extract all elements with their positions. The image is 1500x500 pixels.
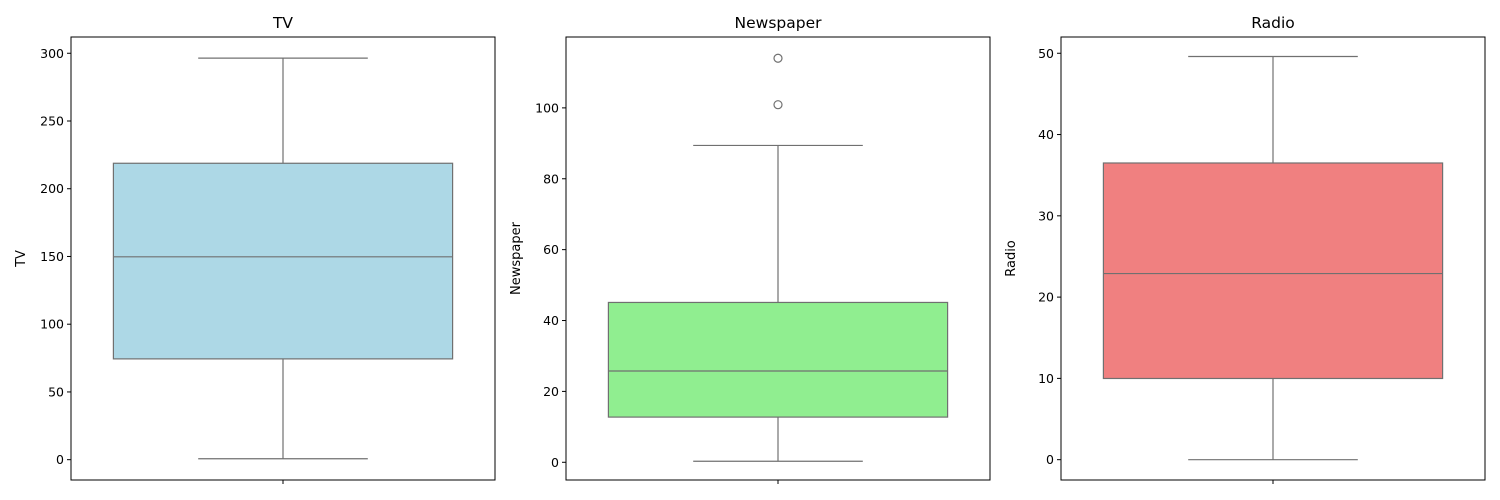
y-tick-label: 20 (543, 384, 559, 399)
y-tick-label: 40 (1038, 127, 1054, 142)
y-tick-label: 50 (1038, 46, 1054, 61)
panel-title: Radio (1251, 14, 1295, 32)
y-tick-label: 10 (1038, 371, 1054, 386)
outlier-point (773, 53, 783, 63)
y-tick-label: 0 (1046, 452, 1054, 467)
y-axis-title: TV (14, 250, 29, 268)
y-tick-label: 300 (40, 46, 64, 61)
panel-tv: 0 50 100 150 200 250 300 TV TV (14, 14, 496, 484)
y-tick-label: 30 (1038, 208, 1054, 223)
y-tick-label: 50 (48, 384, 64, 399)
y-tick-label: 100 (535, 100, 559, 115)
y-tick-label: 40 (543, 313, 559, 328)
y-tick-label: 200 (40, 181, 64, 196)
y-tick-label: 100 (40, 317, 64, 332)
panel-newspaper: 0 20 40 60 80 100 Newspaper Newspaper (509, 14, 991, 484)
y-axis-title: Radio (1004, 240, 1019, 277)
iqr-box (1102, 162, 1444, 380)
outlier-point (773, 100, 783, 110)
panel-title: Newspaper (735, 14, 823, 32)
y-tick-label: 250 (40, 113, 64, 128)
panel-title: TV (272, 14, 293, 32)
y-tick-label: 60 (543, 242, 559, 257)
y-tick-label: 150 (40, 249, 64, 264)
iqr-box (112, 162, 454, 360)
y-axis-title: Newspaper (509, 221, 524, 295)
y-tick-label: 0 (56, 452, 64, 467)
y-tick-label: 80 (543, 171, 559, 186)
y-tick-label: 20 (1038, 290, 1054, 305)
iqr-box (607, 301, 949, 418)
panel-radio: 0 10 20 30 40 50 Radio Radio (1004, 14, 1486, 484)
y-tick-label: 0 (551, 455, 559, 470)
